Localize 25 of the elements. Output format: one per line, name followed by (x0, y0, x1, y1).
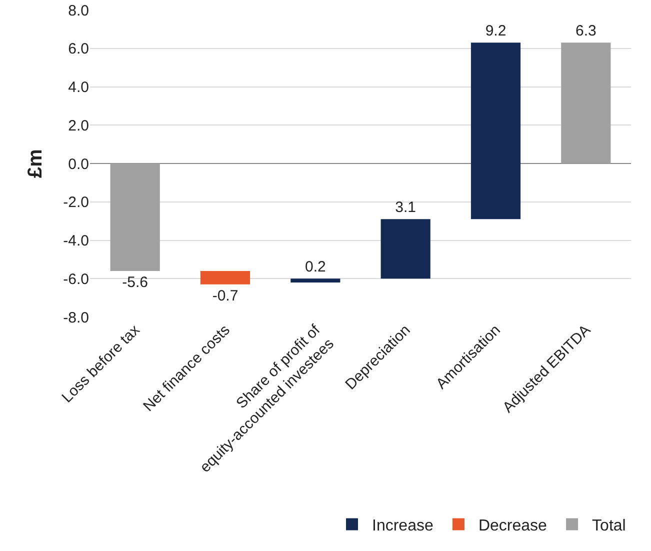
bar (561, 42, 611, 164)
data-label: 3.1 (395, 199, 416, 216)
legend-label: Increase (372, 517, 434, 534)
y-tick-label: -4.0 (63, 232, 89, 250)
y-tick-label: 0.0 (68, 156, 89, 173)
bar (200, 270, 250, 284)
bar (110, 164, 160, 271)
legend-label: Decrease (478, 517, 548, 534)
bar (380, 219, 430, 279)
bar (470, 42, 521, 220)
bar (290, 278, 340, 282)
y-tick-label: 4.0 (68, 79, 89, 96)
data-label: -5.6 (122, 274, 148, 291)
y-axis-title: £m (24, 149, 47, 178)
y-tick-label: -2.0 (63, 194, 89, 212)
data-label: -0.7 (212, 287, 238, 304)
y-tick-label: 2.0 (68, 117, 89, 134)
y-tick-label: -8.0 (63, 309, 89, 326)
y-tick-label: -6.0 (63, 270, 89, 288)
legend-label: Total (592, 517, 626, 534)
data-label: 9.2 (485, 22, 506, 40)
data-label: 0.2 (304, 258, 326, 276)
data-label: 6.3 (575, 22, 596, 40)
y-tick-label: 8.0 (68, 2, 89, 20)
y-tick-label: 6.0 (68, 40, 89, 58)
